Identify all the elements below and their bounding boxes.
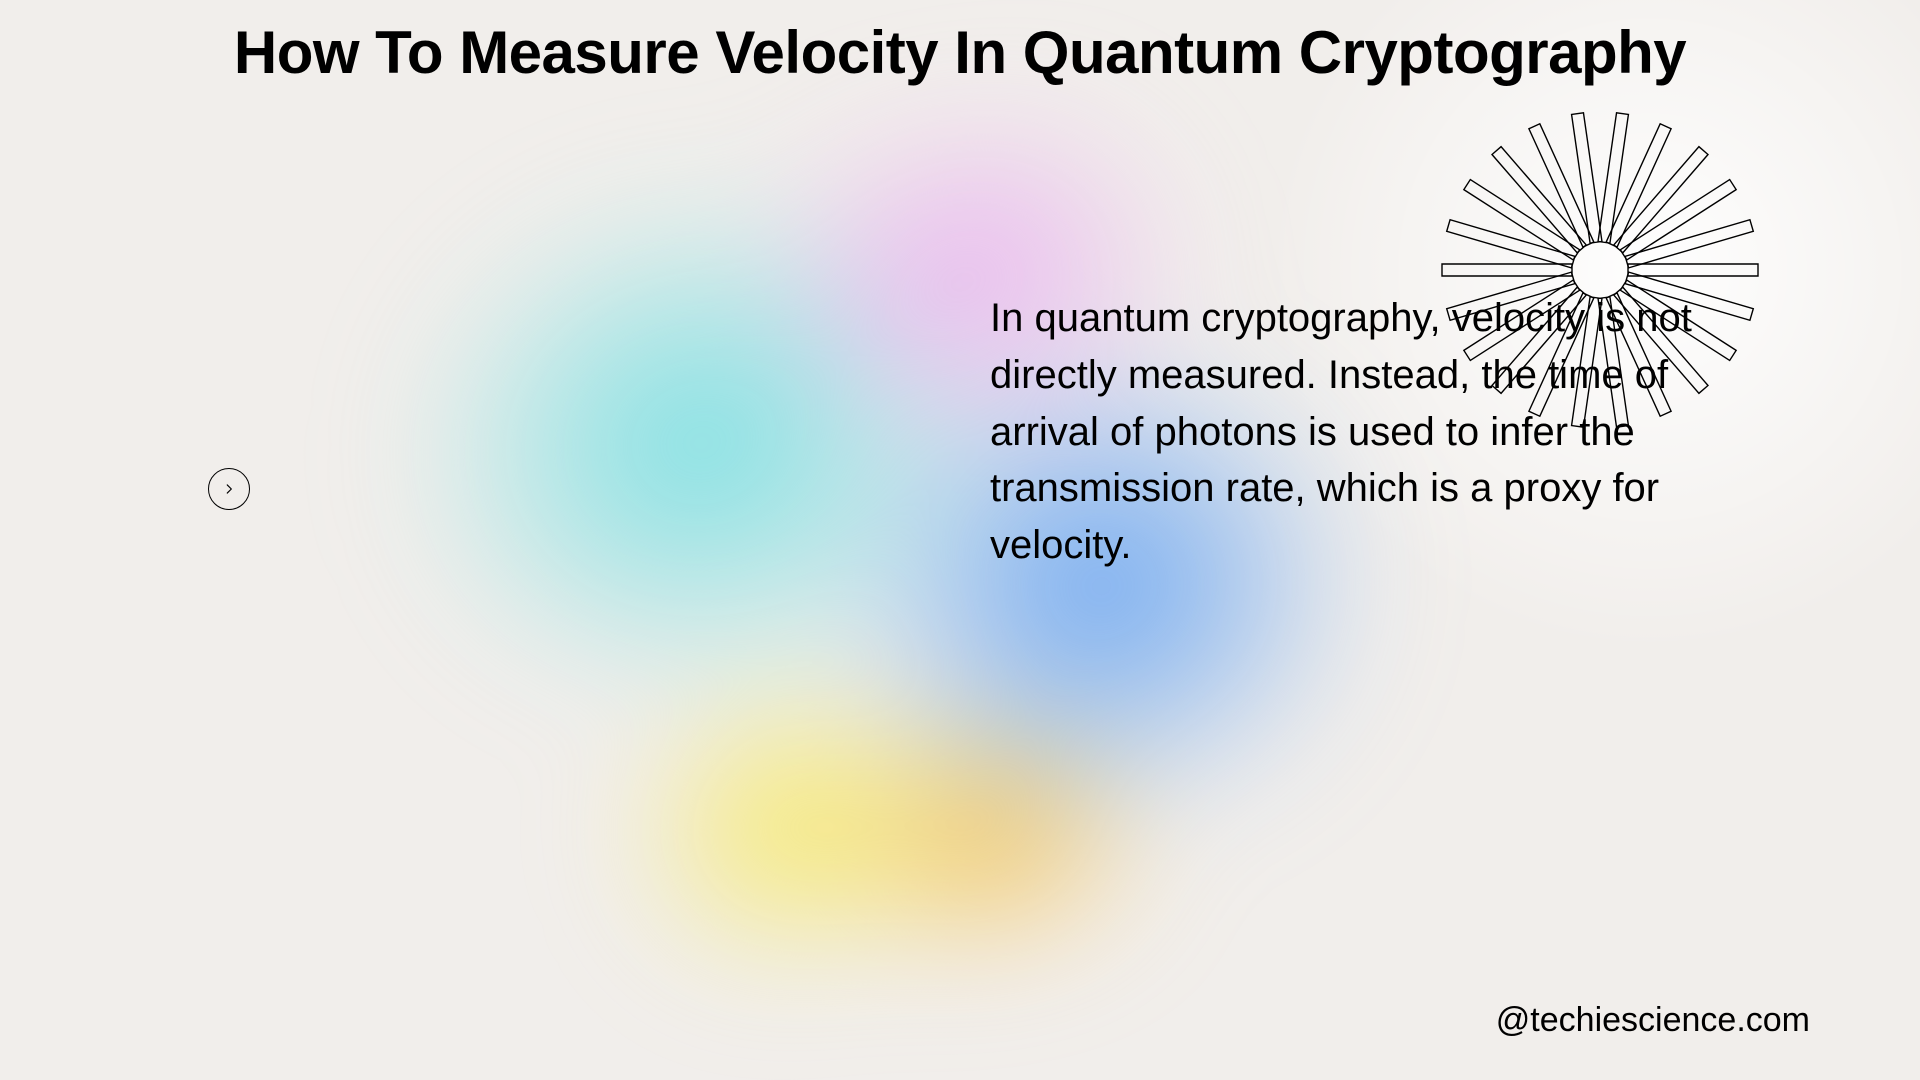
footer-attribution: @techiescience.com — [1496, 1001, 1810, 1040]
page-title: How To Measure Velocity In Quantum Crypt… — [0, 18, 1920, 87]
body-paragraph: In quantum cryptography, velocity is not… — [990, 290, 1750, 574]
next-button[interactable] — [208, 468, 250, 510]
chevron-right-icon — [222, 482, 236, 496]
